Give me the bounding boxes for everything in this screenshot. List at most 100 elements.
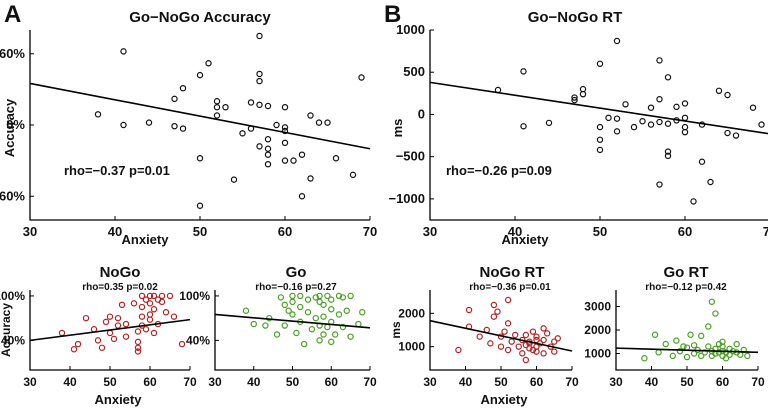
data-point xyxy=(515,343,522,350)
data-point xyxy=(281,127,289,135)
data-point xyxy=(118,301,126,309)
x-tick-label: 70 xyxy=(565,375,579,389)
data-point xyxy=(196,202,204,209)
data-point xyxy=(170,313,178,320)
y-axis-label: ms xyxy=(389,321,403,339)
data-point xyxy=(529,328,537,335)
data-point xyxy=(335,311,343,318)
panel-label-a: A xyxy=(4,1,21,28)
data-point xyxy=(596,123,604,131)
data-point xyxy=(681,128,689,136)
data-point xyxy=(662,340,669,348)
data-point xyxy=(250,320,257,328)
axis-lines xyxy=(429,290,572,371)
x-tick-label: 30 xyxy=(609,375,623,389)
data-point xyxy=(102,318,110,326)
data-point xyxy=(664,120,672,127)
data-point xyxy=(256,101,263,109)
data-point xyxy=(162,309,170,316)
x-tick-label: 40 xyxy=(63,375,77,389)
data-point xyxy=(273,331,281,338)
data-point xyxy=(262,322,269,329)
axis-lines xyxy=(615,290,758,371)
x-tick-label: 70 xyxy=(183,375,197,389)
data-point xyxy=(522,331,530,339)
data-point xyxy=(520,123,527,130)
stats-annotation: rho=0.35 p=0.02 xyxy=(82,282,158,293)
stats-annotation: rho=−0.26 p=0.09 xyxy=(446,163,552,178)
stats-annotation: rho=−0.12 p=0.42 xyxy=(645,282,727,293)
x-axis-label: Anxiety xyxy=(122,232,170,247)
data-point xyxy=(504,346,512,354)
y-tick-label: 60% xyxy=(0,46,25,61)
data-point xyxy=(705,323,712,330)
data-point xyxy=(596,60,604,67)
regression-line xyxy=(29,82,371,150)
data-point xyxy=(324,292,331,300)
x-tick-label: 50 xyxy=(193,224,207,239)
data-point xyxy=(613,128,621,135)
data-point xyxy=(308,326,316,333)
data-point xyxy=(196,155,204,162)
data-point xyxy=(647,121,655,128)
data-point xyxy=(256,143,263,150)
data-point xyxy=(359,309,366,316)
data-point xyxy=(641,355,648,362)
chart-title: NoGo RT xyxy=(480,264,545,281)
rt-scatter: 30 40 50 60 70 −1000 −500 0 500 1000 Go−NoGo RT rho… xyxy=(388,9,768,247)
y-tick-label: −60% xyxy=(0,188,25,203)
chart-title: Go RT xyxy=(664,264,709,281)
data-point xyxy=(339,294,347,301)
stats-annotation: rho=−0.37 p=0.01 xyxy=(64,163,170,178)
data-point xyxy=(171,122,178,130)
data-point xyxy=(490,313,498,320)
data-point xyxy=(715,349,723,356)
x-tick-label: 60 xyxy=(530,375,544,389)
x-tick-label: 70 xyxy=(363,224,377,239)
x-tick-label: 60 xyxy=(143,375,157,389)
data-point xyxy=(722,355,730,362)
y-tick-label: 2000 xyxy=(584,323,611,337)
data-point xyxy=(110,335,118,343)
data-point xyxy=(630,123,638,131)
data-point xyxy=(307,175,314,182)
data-point xyxy=(316,337,323,344)
y-tick-label: 2000 xyxy=(398,306,425,320)
data-point xyxy=(134,328,142,335)
data-point xyxy=(273,121,280,129)
data-point xyxy=(673,103,680,111)
data-point xyxy=(605,114,612,122)
data-point xyxy=(681,100,689,107)
data-point xyxy=(297,292,304,300)
x-axis-label: Anxiety xyxy=(95,392,143,407)
x-tick-label: 70 xyxy=(763,224,768,239)
data-point xyxy=(349,171,357,179)
data-point xyxy=(239,130,246,137)
x-tick-label: 30 xyxy=(423,375,437,389)
data-point xyxy=(744,352,751,360)
data-point xyxy=(230,176,238,183)
data-point xyxy=(476,333,483,340)
data-point xyxy=(146,311,154,318)
data-point xyxy=(715,87,723,95)
data-point xyxy=(58,329,66,337)
data-point xyxy=(264,151,272,158)
data-point xyxy=(312,294,319,301)
data-point xyxy=(708,298,716,305)
data-point xyxy=(732,132,740,139)
data-point xyxy=(681,123,689,131)
data-point xyxy=(114,322,122,329)
x-tick-label: 50 xyxy=(593,224,607,239)
data-point xyxy=(554,335,562,342)
stats-annotation: rho=−0.16 p=0.27 xyxy=(255,282,337,293)
data-point xyxy=(519,350,526,357)
data-point xyxy=(158,298,166,306)
x-tick-label: 40 xyxy=(247,375,261,389)
data-point xyxy=(724,91,731,99)
data-point xyxy=(508,338,515,345)
data-point xyxy=(669,352,677,360)
data-point xyxy=(504,320,512,327)
y-tick-label: 100% xyxy=(0,289,25,303)
data-point xyxy=(145,119,153,126)
data-point xyxy=(579,85,587,93)
